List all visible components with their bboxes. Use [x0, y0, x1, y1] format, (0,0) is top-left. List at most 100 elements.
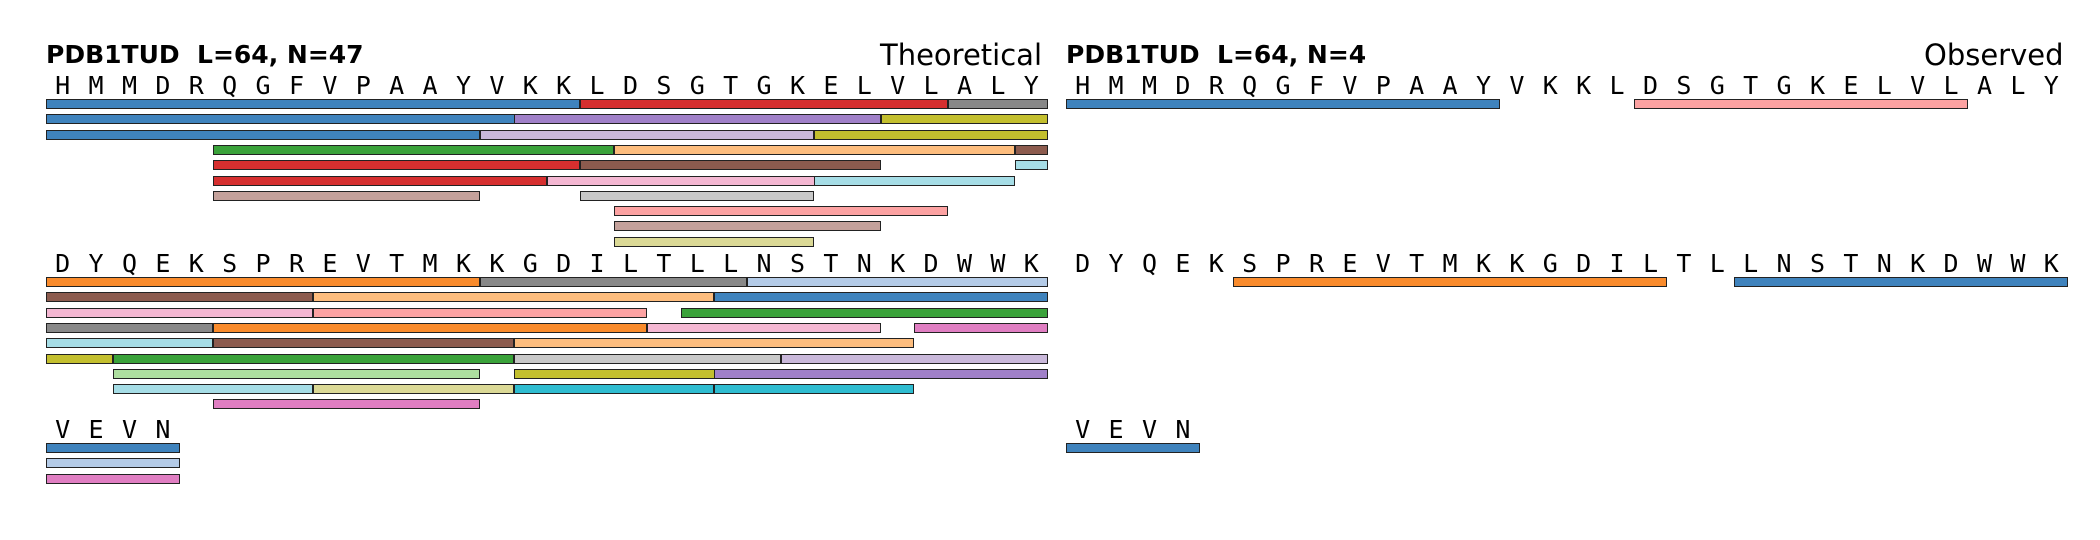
- observed-residue: R: [1208, 71, 1224, 100]
- observed-residue: E: [1843, 71, 1859, 100]
- theoretical-peptide-bar: [513, 368, 748, 379]
- theoretical-residue: E: [155, 249, 171, 278]
- theoretical-peptide-bar: [46, 353, 113, 364]
- observed-peptide-bar: [1233, 277, 1668, 287]
- theoretical-residue: P: [355, 71, 371, 100]
- theoretical-peptide-bar: [714, 292, 1048, 303]
- observed-residue: K: [1509, 249, 1525, 278]
- theoretical-peptide-bar: [647, 322, 881, 333]
- theoretical-peptide-bar: [46, 114, 547, 125]
- theoretical-peptide-bar: [46, 443, 180, 453]
- theoretical-residue: W: [990, 249, 1006, 278]
- observed-residue: K: [1475, 249, 1492, 278]
- theoretical-peptide-bar: [480, 129, 815, 140]
- theoretical-residue: P: [255, 249, 271, 278]
- theoretical-residue: D: [55, 249, 71, 278]
- theoretical-residue: Q: [121, 249, 138, 278]
- theoretical-peptide-bar: [613, 144, 1015, 155]
- theoretical-residue: N: [856, 249, 872, 278]
- theoretical-residue: L: [622, 249, 639, 278]
- theoretical-peptide-bar: [213, 322, 648, 333]
- theoretical-peptide-bar: [513, 338, 915, 349]
- theoretical-peptide-bar: [46, 292, 314, 303]
- observed-residue: T: [1676, 249, 1692, 278]
- theoretical-residue: K: [489, 249, 505, 278]
- observed-residue: Q: [1141, 249, 1158, 278]
- observed-peptide-bar: [1734, 277, 2068, 287]
- observed-residue: V: [1375, 249, 1391, 278]
- theoretical-peptide-bar: [213, 190, 481, 201]
- theoretical-residue: Y: [1023, 71, 1039, 100]
- theoretical-residue: L: [723, 249, 739, 278]
- theoretical-residue: R: [288, 249, 305, 278]
- observed-residue: E: [1175, 249, 1191, 278]
- observed-residue: N: [1776, 249, 1792, 278]
- theoretical-residue: A: [422, 71, 438, 100]
- observed-residue: R: [1308, 249, 1325, 278]
- theoretical-residue: L: [589, 71, 605, 100]
- observed-residue: N: [1876, 249, 1892, 278]
- observed-residue: W: [2010, 249, 2026, 278]
- observed-residue: W: [1976, 249, 1993, 278]
- observed-residue: Q: [1242, 71, 1258, 100]
- theoretical-peptide-bar: [213, 144, 614, 155]
- observed-residue: P: [1275, 249, 1291, 278]
- theoretical-residue: H: [55, 71, 71, 100]
- theoretical-residue: D: [923, 249, 939, 278]
- theoretical-residue: G: [255, 71, 271, 100]
- observed-residue: T: [1409, 249, 1425, 278]
- observed-residue: N: [1175, 415, 1191, 444]
- theoretical-residue: K: [890, 249, 906, 278]
- theoretical-peptide-bar: [881, 114, 1048, 125]
- theoretical-residue: S: [222, 249, 238, 278]
- theoretical-peptide-bar: [480, 277, 748, 287]
- observed-residue: F: [1308, 71, 1325, 100]
- theoretical-residue: V: [890, 71, 906, 100]
- theoretical-residue: T: [656, 249, 672, 278]
- observed-residue: D: [1943, 249, 1959, 278]
- observed-residue: G: [1776, 71, 1792, 100]
- theoretical-peptide-bar: [213, 160, 581, 171]
- theoretical-peptide-bar: [213, 338, 514, 349]
- observed-residue: D: [1576, 249, 1592, 278]
- observed-residue: Y: [1475, 71, 1492, 100]
- theoretical-residue: K: [188, 249, 204, 278]
- theoretical-peptide-bar: [580, 99, 948, 109]
- theoretical-peptide-bar: [513, 384, 714, 395]
- observed-residue: L: [1943, 71, 1959, 100]
- theoretical-residue: A: [389, 71, 405, 100]
- theoretical-residue: F: [288, 71, 305, 100]
- observed-residue: L: [1709, 249, 1725, 278]
- observed-residue: V: [1075, 415, 1091, 444]
- theoretical-panel-title: PDB1TUD L=64, N=47: [46, 40, 364, 69]
- theoretical-peptide-bar: [714, 368, 1048, 379]
- observed-residue: G: [1275, 71, 1291, 100]
- theoretical-peptide-bar: [947, 99, 1048, 109]
- observed-residue: M: [1108, 71, 1124, 100]
- observed-residue: K: [2043, 249, 2059, 278]
- theoretical-peptide-bar: [46, 99, 581, 109]
- observed-residue: Y: [1108, 249, 1124, 278]
- theoretical-peptide-bar: [313, 307, 648, 318]
- observed-residue: V: [1141, 415, 1158, 444]
- observed-residue: K: [1542, 71, 1558, 100]
- theoretical-residue: D: [155, 71, 171, 100]
- theoretical-residue: Y: [455, 71, 472, 100]
- theoretical-peptide-bar: [613, 236, 815, 247]
- observed-residue: A: [1976, 71, 1993, 100]
- theoretical-residue: Y: [88, 249, 104, 278]
- theoretical-residue: K: [556, 71, 572, 100]
- theoretical-peptide-bar: [580, 160, 881, 171]
- theoretical-residue: Q: [222, 71, 238, 100]
- observed-residue: V: [1910, 71, 1926, 100]
- observed-residue: S: [1676, 71, 1692, 100]
- observed-residue: K: [1208, 249, 1224, 278]
- theoretical-residue: G: [689, 71, 705, 100]
- theoretical-residue: R: [188, 71, 204, 100]
- observed-residue: E: [1342, 249, 1358, 278]
- theoretical-peptide-bar: [747, 277, 1048, 287]
- theoretical-residue: V: [55, 415, 71, 444]
- observed-residue: A: [1409, 71, 1425, 100]
- theoretical-peptide-bar: [112, 384, 314, 395]
- theoretical-peptide-bar: [46, 338, 213, 349]
